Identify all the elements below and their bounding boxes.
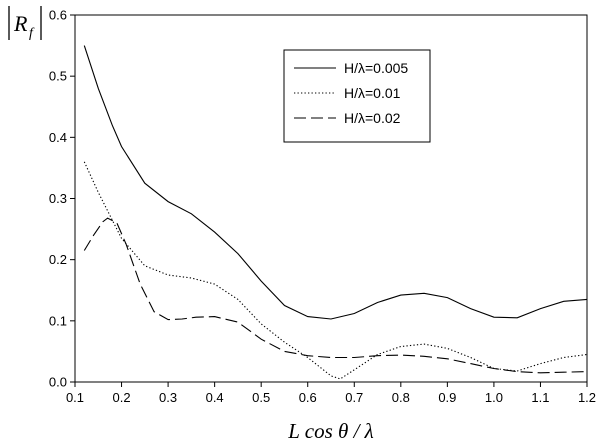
x-tick-label: 0.7: [345, 390, 363, 405]
x-tick-label: 0.3: [159, 390, 177, 405]
y-tick-label: 0.1: [49, 313, 67, 328]
x-axis-title: L cos θ / λ: [287, 419, 374, 443]
y-tick-label: 0.5: [49, 69, 67, 84]
x-tick-label: 0.6: [299, 390, 317, 405]
legend: H/λ=0.005 H/λ=0.01 H/λ=0.02: [283, 49, 431, 143]
axes: 0.1 0.2 0.3 0.4 0.5 0.6 0.7 0.8 0.9 1.0 1.1 1.20.00…: [8, 6, 596, 443]
x-tick-label: 0.1: [66, 390, 84, 405]
plot-area: [83, 45, 588, 380]
series-line-solid: [83, 45, 588, 320]
y-tick-label: 0.2: [49, 252, 67, 267]
y-tick-label: 0.0: [49, 375, 67, 390]
y-tick-label: 0.4: [49, 130, 67, 145]
y-title-symbol: R: [13, 11, 28, 36]
x-tick-label: 0.9: [438, 390, 456, 405]
x-tick-label: 0.4: [206, 390, 224, 405]
x-tick-label: 1.1: [531, 390, 549, 405]
x-tick-label: 0.2: [113, 390, 131, 405]
y-tick-label: 0.3: [49, 191, 67, 206]
series-line-dashed: [83, 217, 588, 374]
x-tick-label: 0.8: [392, 390, 410, 405]
legend-label: H/λ=0.02: [344, 110, 401, 126]
x-tick-label: 1.2: [578, 390, 596, 405]
x-tick-label: 1.0: [485, 390, 503, 405]
legend-label: H/λ=0.01: [344, 85, 401, 101]
legend-label: H/λ=0.005: [344, 60, 408, 76]
y-tick-label: 0.6: [49, 8, 67, 23]
x-tick-label: 0.5: [252, 390, 270, 405]
series-line-dotted: [83, 161, 588, 380]
y-title-subscript: f: [29, 26, 35, 41]
legend-box: [283, 49, 431, 143]
